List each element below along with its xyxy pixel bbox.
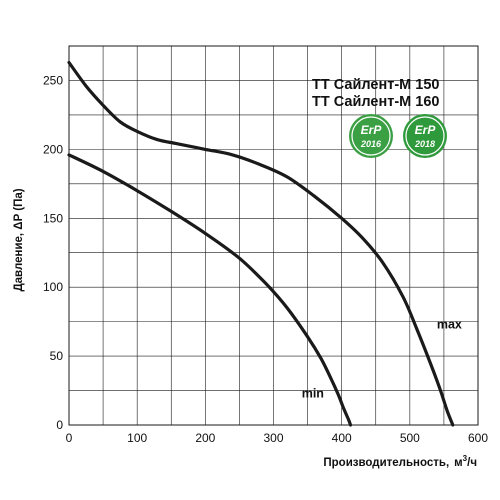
- series-label-max: max: [437, 318, 462, 332]
- erp-badge-year: 2018: [414, 139, 435, 149]
- chart-title-line-2: ТТ Сайлент-М 160: [312, 94, 439, 110]
- y-tick-label: 100: [43, 280, 63, 294]
- erp-badge-ring: [405, 116, 445, 156]
- y-tick-label: 50: [50, 349, 64, 363]
- series-line-max: [67, 60, 455, 427]
- y-tick-label: 0: [56, 418, 63, 432]
- erp-badge-circle: [349, 114, 393, 158]
- erp-badge-year: 2016: [360, 139, 382, 149]
- erp-badge-text: ErP: [361, 123, 383, 137]
- y-tick-labels: 0 50 100 150 200 250: [43, 73, 63, 432]
- erp-badge-2018: ErP 2018: [403, 114, 447, 158]
- chart-title-line-1: ТТ Сайлент-М 150: [312, 77, 439, 93]
- x-tick-label: 400: [332, 431, 352, 445]
- erp-badge-2016: ErP 2016: [349, 114, 393, 158]
- grid: [69, 46, 478, 425]
- plot-frame: [68, 45, 479, 426]
- y-axis-label: Давление, ΔP (Па): [13, 188, 25, 291]
- series-label-min: min: [302, 386, 324, 400]
- x-tick-label: 500: [400, 431, 420, 445]
- erp-badge-ring: [351, 116, 391, 156]
- x-tick-labels: 0 100 200 300 400 500 600: [66, 431, 489, 445]
- x-tick-label: 300: [263, 431, 283, 445]
- y-tick-label: 200: [43, 142, 63, 156]
- x-tick-label: 600: [468, 431, 488, 445]
- erp-badge-circle: [403, 114, 447, 158]
- x-axis-label: Производительность, м3/ч: [323, 454, 477, 469]
- curves: [67, 60, 455, 427]
- erp-badge-text: ErP: [415, 123, 437, 137]
- series-line-min: [67, 153, 353, 427]
- x-tick-label: 200: [195, 431, 215, 445]
- y-tick-label: 150: [43, 211, 63, 225]
- erp-badges: ErP 2016 ErP 2018: [349, 114, 447, 158]
- y-tick-label: 250: [43, 73, 63, 87]
- x-tick-label: 100: [127, 431, 147, 445]
- x-tick-label: 0: [66, 431, 73, 445]
